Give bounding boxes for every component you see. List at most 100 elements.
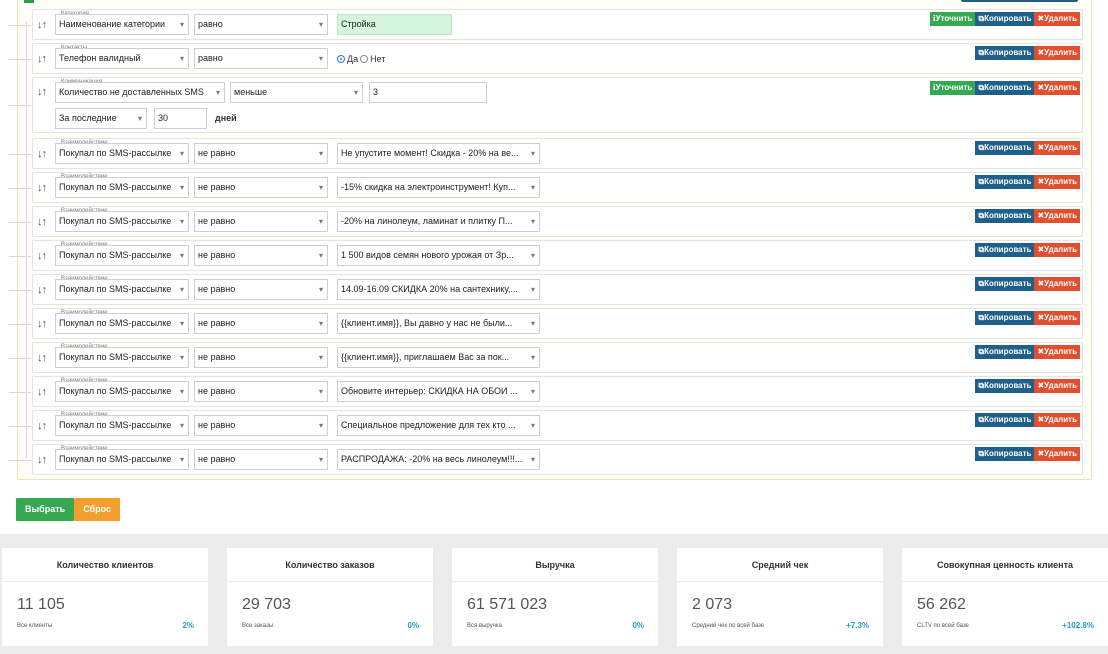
sort-arrows-icon[interactable]: ↓↑ [37, 181, 47, 194]
delete-button[interactable]: ✖Удалить [1034, 345, 1080, 359]
field-select[interactable]: Покупал по SMS-рассылке [55, 381, 189, 402]
value-input[interactable]: Стройка [337, 14, 452, 35]
sort-arrows-icon[interactable]: ↓↑ [37, 351, 47, 364]
copy-button[interactable]: ⧉Копировать [975, 243, 1035, 257]
delete-button[interactable]: ✖Удалить [1034, 311, 1080, 325]
group-toggle[interactable] [24, 0, 34, 3]
tree-branch [9, 24, 31, 26]
campaign-select[interactable]: Не упустите момент! Скидка - 20% на ве..… [337, 143, 540, 164]
operator-select[interactable]: не равно [194, 143, 328, 164]
period-value-input[interactable]: 30 [154, 108, 207, 129]
sort-arrows-icon[interactable]: ↓↑ [37, 419, 47, 432]
campaign-select[interactable]: Специальное предложение для тех кто ... [337, 415, 540, 436]
field-select[interactable]: Покупал по SMS-рассылке [55, 211, 189, 232]
delete-button[interactable]: ✖Удалить [1034, 379, 1080, 393]
field-select[interactable]: Телефон валидный [55, 48, 189, 69]
sort-arrows-icon[interactable]: ↓↑ [37, 453, 47, 466]
field-select[interactable]: Количество не доставленных SMS [55, 82, 225, 103]
delete-button[interactable]: ✖Удалить [1034, 413, 1080, 427]
refine-button[interactable]: ℹУточнить [929, 12, 976, 26]
field-select[interactable]: Покупал по SMS-рассылке [55, 177, 189, 198]
operator-select[interactable]: не равно [194, 279, 328, 300]
campaign-select[interactable]: 14.09-16.09 СКИДКА 20% на сантехнику,... [337, 279, 540, 300]
radio-no[interactable] [360, 55, 369, 63]
campaign-select[interactable]: Обновите интерьер: СКИДКА НА ОБОИ ... [337, 381, 540, 402]
select-button[interactable]: Выбрать [16, 498, 75, 521]
field-select[interactable]: Покупал по SMS-рассылке [55, 279, 189, 300]
period-select[interactable]: За последние [55, 108, 147, 129]
sort-arrows-icon[interactable]: ↓↑ [37, 249, 47, 262]
condition-row: ↓↑ВзаимодействиеПокупал по SMS-рассылкен… [9, 206, 1083, 237]
operator-select[interactable]: меньше [230, 82, 363, 103]
row-actions: ⧉Копировать ✖Удалить [975, 447, 1080, 461]
close-icon: ✖ [1037, 143, 1045, 152]
filter-panel: ↓↑КатегорияНаименование категорииравноСт… [0, 0, 1108, 534]
campaign-select[interactable]: {{клиент.имя}}, Вы давно у нас не были..… [337, 313, 540, 334]
delete-button[interactable]: ✖Удалить [1034, 277, 1080, 291]
copy-button[interactable]: ⧉Копировать [975, 277, 1035, 291]
operator-select[interactable]: не равно [194, 245, 328, 266]
operator-select[interactable]: равно [194, 48, 328, 69]
delete-button[interactable]: ✖Удалить [1034, 141, 1080, 155]
copy-button[interactable]: ⧉Копировать [975, 175, 1035, 189]
campaign-select[interactable]: -20% на линолеум, ламинат и плитку П... [337, 211, 540, 232]
stat-card: Количество клиентов 11 105 Все клиенты 2… [2, 548, 208, 646]
copy-icon: ⧉ [978, 177, 985, 186]
field-select[interactable]: Покупал по SMS-рассылке [55, 347, 189, 368]
tree-branch [9, 153, 31, 155]
sort-arrows-icon[interactable]: ↓↑ [37, 52, 47, 65]
campaign-select[interactable]: -15% скидка на электроинструмент! Куп... [337, 177, 540, 198]
field-select[interactable]: Наименование категории [55, 14, 189, 35]
sort-arrows-icon[interactable]: ↓↑ [37, 147, 47, 160]
campaign-select[interactable]: 1 500 видов семян нового урожая от Зр... [337, 245, 540, 266]
sort-arrows-icon[interactable]: ↓↑ [37, 18, 47, 31]
copy-button[interactable]: ⧉Копировать [975, 379, 1035, 393]
operator-select[interactable]: не равно [194, 313, 328, 334]
field-select[interactable]: Покупал по SMS-рассылке [55, 415, 189, 436]
reset-button[interactable]: Сброс [74, 498, 121, 521]
copy-button[interactable]: ⧉Копировать [975, 311, 1035, 325]
refine-button[interactable]: ℹУточнить [929, 81, 976, 95]
delete-button[interactable]: ✖Удалить [1034, 447, 1080, 461]
sort-arrows-icon[interactable]: ↓↑ [37, 317, 47, 330]
sort-arrows-icon[interactable]: ↓↑ [37, 385, 47, 398]
operator-select[interactable]: не равно [194, 211, 328, 232]
operator-select[interactable]: не равно [194, 381, 328, 402]
copy-button[interactable]: ⧉Копировать [975, 81, 1035, 95]
operator-select[interactable]: не равно [194, 449, 328, 470]
sort-arrows-icon[interactable]: ↓↑ [37, 86, 47, 98]
close-icon: ✖ [1037, 14, 1045, 23]
field-select[interactable]: Покупал по SMS-рассылке [55, 143, 189, 164]
delete-button[interactable]: ✖Удалить [1034, 243, 1080, 257]
row-actions: ⧉Копировать ✖Удалить [975, 209, 1080, 223]
copy-label: Копировать [984, 143, 1032, 152]
delete-button[interactable]: ✖Удалить [1034, 175, 1080, 189]
delete-button[interactable]: ✖Удалить [1034, 12, 1080, 26]
group-action-button[interactable] [961, 0, 1078, 2]
value-input[interactable]: 3 [369, 82, 487, 103]
copy-button[interactable]: ⧉Копировать [975, 141, 1035, 155]
row-actions: ⧉Копировать ✖Удалить [975, 46, 1080, 60]
operator-select[interactable]: равно [194, 14, 328, 35]
sort-arrows-icon[interactable]: ↓↑ [37, 283, 47, 296]
operator-select[interactable]: не равно [194, 415, 328, 436]
operator-select[interactable]: не равно [194, 347, 328, 368]
field-select[interactable]: Покупал по SMS-рассылке [55, 313, 189, 334]
operator-select[interactable]: не равно [194, 177, 328, 198]
sort-arrows-icon[interactable]: ↓↑ [37, 215, 47, 228]
copy-button[interactable]: ⧉Копировать [975, 447, 1035, 461]
copy-button[interactable]: ⧉Копировать [975, 46, 1035, 60]
field-select[interactable]: Покупал по SMS-рассылке [55, 245, 189, 266]
field-select[interactable]: Покупал по SMS-рассылке [55, 449, 189, 470]
delete-button[interactable]: ✖Удалить [1034, 46, 1080, 60]
delete-button[interactable]: ✖Удалить [1034, 209, 1080, 223]
copy-button[interactable]: ⧉Копировать [975, 12, 1035, 26]
delete-button[interactable]: ✖Удалить [1034, 81, 1080, 95]
campaign-select[interactable]: {{клиент.имя}}, приглашаем Вас за пок... [337, 347, 540, 368]
copy-button[interactable]: ⧉Копировать [975, 209, 1035, 223]
campaign-select[interactable]: РАСПРОДАЖА: -20% на весь линолеум!!!... [337, 449, 540, 470]
radio-yes[interactable] [337, 55, 345, 63]
copy-button[interactable]: ⧉Копировать [975, 345, 1035, 359]
copy-button[interactable]: ⧉Копировать [975, 413, 1035, 427]
stat-percent: +102.8% [1062, 621, 1094, 630]
